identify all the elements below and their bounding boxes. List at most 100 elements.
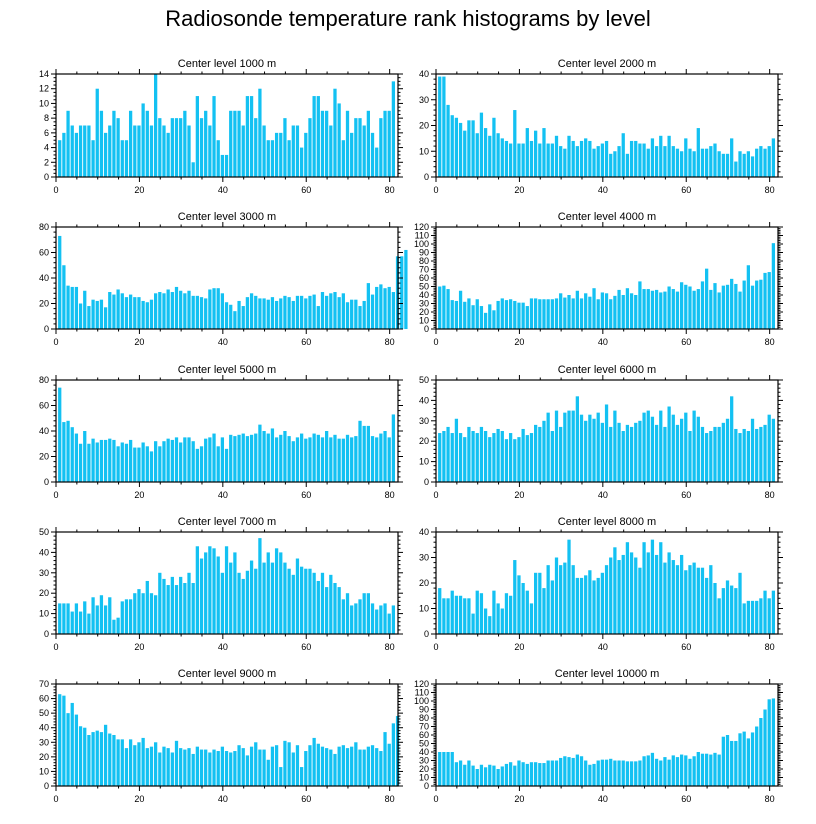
x-tick-label: 20 (514, 794, 524, 804)
bar (266, 433, 270, 482)
bar (554, 760, 559, 786)
bar (108, 125, 112, 177)
bar (204, 110, 208, 177)
y-tick-label: 20 (39, 752, 49, 762)
bar (216, 751, 220, 786)
bar (362, 125, 366, 177)
bar (659, 135, 663, 177)
bar (341, 438, 345, 482)
bar (475, 590, 479, 634)
bar (224, 302, 229, 329)
bar (325, 110, 329, 177)
bar (692, 151, 696, 177)
bar (274, 437, 279, 483)
bar (212, 433, 216, 482)
bar (613, 151, 617, 177)
bar (659, 292, 663, 329)
bar (709, 754, 713, 786)
bar (333, 583, 337, 634)
bar (304, 568, 308, 634)
bar (191, 162, 195, 177)
bar (245, 297, 250, 330)
bar (438, 76, 442, 177)
bar (763, 590, 767, 634)
bar (488, 304, 492, 329)
bar (195, 96, 199, 177)
bar (174, 585, 179, 634)
panel-3: Center level 3000 m 0 20 40 60 80 0 20 40 60 80 (39, 211, 408, 347)
bar (717, 151, 721, 177)
bar (237, 434, 241, 482)
bar (166, 438, 170, 482)
y-tick-label: 60 (419, 730, 429, 740)
bar (534, 572, 538, 634)
bar (128, 294, 133, 329)
bar (120, 601, 124, 634)
bar (721, 422, 725, 482)
bar (730, 585, 734, 634)
bar (646, 755, 650, 786)
y-tick-label: 30 (419, 95, 429, 105)
bar (542, 299, 546, 329)
bar (559, 146, 563, 177)
bar (233, 436, 237, 482)
bar (133, 125, 137, 177)
bar (517, 302, 521, 329)
bar (692, 290, 696, 329)
bar (500, 766, 504, 786)
bar (667, 406, 671, 482)
y-tick-label: 70 (39, 679, 49, 689)
x-tick-label: 0 (433, 642, 438, 652)
bar (684, 412, 688, 482)
bar (208, 752, 212, 786)
bar (479, 593, 484, 634)
bar (496, 428, 500, 482)
bar (254, 118, 258, 177)
bar (538, 143, 542, 177)
plot-frame (55, 683, 399, 787)
bar (345, 593, 350, 634)
bar (684, 570, 688, 634)
bar (237, 300, 241, 329)
bar (279, 434, 283, 482)
bar (638, 281, 642, 329)
bar (345, 748, 350, 786)
bar (730, 396, 734, 482)
bar (354, 118, 358, 177)
bar (128, 110, 133, 177)
bar (304, 298, 308, 329)
bar (554, 135, 559, 177)
bar (204, 552, 208, 634)
bar (366, 593, 370, 634)
bar (375, 748, 379, 786)
bar (391, 605, 396, 634)
bar (154, 74, 158, 177)
bar (103, 439, 108, 482)
y-tick-label: 40 (419, 69, 429, 79)
bar (567, 757, 571, 786)
bar (287, 140, 291, 177)
bar (158, 118, 162, 177)
plot-frame (435, 379, 779, 483)
bar (379, 433, 383, 482)
bar (70, 286, 74, 329)
bar (734, 740, 738, 786)
bar (291, 752, 295, 786)
bar (266, 552, 270, 634)
bar (538, 763, 542, 786)
bar (492, 590, 496, 634)
bar (525, 128, 529, 177)
y-tick-label: 8 (44, 113, 49, 123)
x-tick-label: 80 (765, 185, 775, 195)
bar (567, 410, 571, 482)
bar (220, 572, 225, 634)
bar (103, 724, 108, 786)
bar (128, 599, 133, 634)
figure-title: Radiosonde temperature rank histograms b… (165, 6, 651, 31)
bar (308, 118, 312, 177)
bar (475, 433, 479, 482)
bar (554, 410, 559, 482)
bar (87, 125, 91, 177)
x-tick-label: 0 (53, 642, 58, 652)
y-tick-label: 50 (419, 282, 429, 292)
